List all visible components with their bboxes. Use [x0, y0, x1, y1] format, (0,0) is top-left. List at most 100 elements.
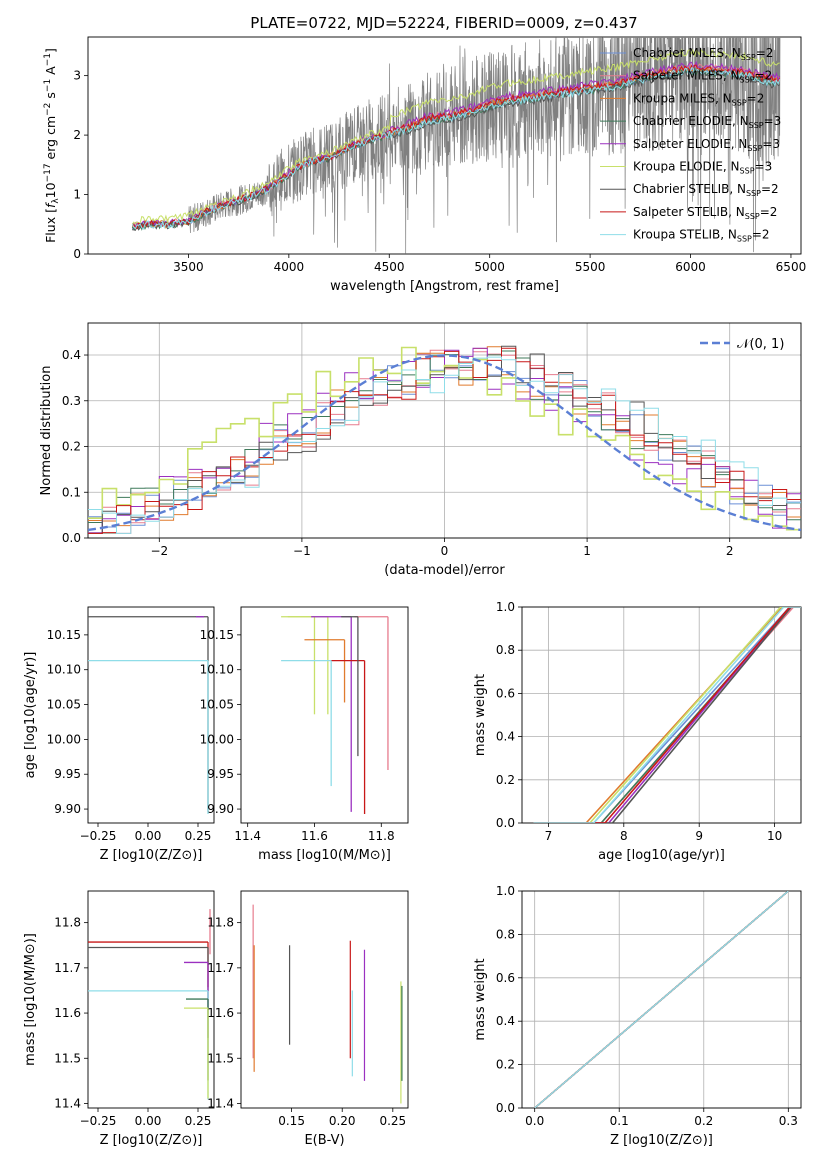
axes-frame: [521, 606, 802, 824]
histogram-8: [88, 347, 801, 534]
y-tick-label: 10.10: [47, 663, 81, 677]
x-tick-label: 5000: [474, 260, 505, 274]
x-axis-label: mass [log10(M/M⊙)]: [258, 848, 391, 863]
y-axis-label-part: 10: [43, 182, 58, 198]
cumulative-line-8: [533, 607, 801, 823]
x-tick-label: −0.25: [80, 829, 117, 843]
y-tick-label: 10.00: [47, 732, 81, 746]
y-axis-label-part: erg cm: [43, 116, 58, 164]
legend-suffix: =3: [764, 114, 782, 128]
chart-spectrum: 3500 4000 4500 5000 5500 6000 6500 0 1 2 3 waveleng…: [43, 36, 806, 294]
plot-area: [88, 616, 209, 814]
legend-subscript: SSP: [741, 53, 756, 62]
y-tick-label: 10.15: [200, 628, 234, 642]
figure-title: PLATE=0722, MJD=52224, FIBERID=0009, z=0…: [250, 14, 637, 32]
legend-suffix: =3: [762, 137, 780, 151]
cumulative-line-4: [533, 607, 801, 823]
plot-area: [281, 616, 389, 814]
y-tick-label: 0.2: [496, 773, 515, 787]
x-tick-label: 0.1: [610, 1114, 629, 1128]
x-axis-label: age [log10(age/yr)]: [598, 848, 725, 863]
x-tick-label: 5500: [575, 260, 606, 274]
y-axis-label-part: A: [43, 66, 58, 79]
x-tick-label: 7: [545, 829, 553, 843]
gaussian-curve: [88, 354, 801, 532]
x-tick-label: 11.8: [368, 829, 395, 843]
legend-subscript: SSP: [746, 189, 761, 198]
legend-subscript: SSP: [747, 144, 762, 153]
cumulative-line-7: [533, 607, 801, 823]
y-axis-label-part: s: [43, 92, 58, 103]
x-tick-label: 0.2: [694, 1114, 713, 1128]
y-axis-label-part: −2: [43, 103, 53, 116]
x-tick-label: 8: [620, 829, 628, 843]
legend-suffix: =2: [747, 91, 765, 105]
y-tick-label: 2: [73, 128, 81, 142]
y-tick-label: 0.3: [62, 394, 81, 408]
x-axis-label: Z [log10(Z/Z⊙)]: [100, 848, 203, 863]
y-tick-label: 11.5: [207, 1051, 234, 1065]
y-tick-label: 11.4: [207, 1096, 234, 1110]
x-axis-label: (data-model)/error: [384, 563, 505, 578]
plot-area: [131, 37, 781, 254]
histogram-5: [88, 347, 801, 534]
legend-suffix: =3: [755, 160, 773, 174]
x-tick-label: 4500: [374, 260, 405, 274]
x-tick-label: 0.3: [779, 1114, 798, 1128]
axes-frame: [87, 606, 215, 824]
cumulative-line-9: [533, 607, 801, 823]
y-tick-label: 0.1: [62, 485, 81, 499]
legend-label: Salpeter MILES, NSSP=2: [633, 69, 772, 85]
x-tick-label: 0.25: [185, 829, 212, 843]
y-axis-label: mass [log10(M/M⊙)]: [23, 933, 38, 1066]
y-axis-label-part: −1: [43, 53, 53, 66]
y-axis-label-part: f: [43, 202, 58, 208]
x-tick-label: 0.00: [135, 1114, 162, 1128]
y-tick-label: 0.2: [62, 440, 81, 454]
legend-label: Salpeter ELODIE, NSSP=3: [633, 137, 780, 153]
x-tick-label: 0.15: [278, 1114, 305, 1128]
y-tick-label: 0.0: [62, 531, 81, 545]
y-tick-label: 1.0: [496, 600, 515, 614]
legend-subscript: SSP: [732, 98, 747, 107]
cumulative-line-3: [533, 607, 801, 823]
legend-suffix: =2: [752, 228, 770, 242]
axes-frame: [521, 890, 802, 1109]
legend: Chabrier MILES, NSSP=2 Salpeter MILES, NS…: [600, 46, 781, 244]
histogram-9: [88, 356, 801, 534]
x-tick-label: 6000: [675, 260, 706, 274]
x-tick-label: 1: [583, 544, 591, 558]
y-tick-label: 11.8: [54, 916, 81, 930]
legend-label: Kroupa ELODIE, NSSP=3: [633, 160, 772, 176]
y-tick-label: 11.7: [207, 961, 234, 975]
legend-suffix: =2: [756, 46, 774, 60]
y-tick-label: 11.6: [207, 1006, 234, 1020]
y-tick-label: 11.7: [54, 961, 81, 975]
y-axis-label: Flux [fλ10−17 erg cm−2 s−1 A−1]: [43, 48, 61, 243]
legend-suffix: =2: [755, 69, 773, 83]
model-line-6: [131, 48, 780, 226]
cumulative-line-5: [533, 607, 801, 823]
axes-frame: [87, 890, 215, 1109]
plot-area: [88, 909, 211, 1100]
y-tick-label: 0: [73, 247, 81, 261]
chart-mass-vs-EBV: 0.15 0.20 0.25 11.4 11.5 11.6 11.7 11.8 E(B-V): [207, 890, 409, 1148]
x-tick-label: 2: [726, 544, 734, 558]
y-axis-label-part: −17: [43, 163, 53, 182]
y-axis-label: Normed distribution: [39, 366, 54, 496]
y-tick-label: 11.4: [54, 1096, 81, 1110]
y-tick-label: 3: [73, 69, 81, 83]
plot-area: [88, 345, 801, 534]
chart-age-vs-Z: −0.25 0.00 0.25 9.90 9.95 10.00 10.05 10.10 10.1…: [23, 606, 215, 863]
legend-label: 𝒩(0, 1): [737, 337, 784, 352]
y-tick-label: 10.10: [200, 663, 234, 677]
x-tick-label: 11.4: [234, 829, 261, 843]
legend-label: Kroupa STELIB, NSSP=2: [633, 228, 770, 244]
legend-suffix: =2: [761, 182, 779, 196]
y-tick-label: 0.0: [496, 1101, 515, 1115]
legend-subscript: SSP: [740, 167, 755, 176]
axes-frame: [87, 322, 802, 539]
y-tick-label: 1: [73, 188, 81, 202]
axes-frame: [240, 606, 409, 824]
